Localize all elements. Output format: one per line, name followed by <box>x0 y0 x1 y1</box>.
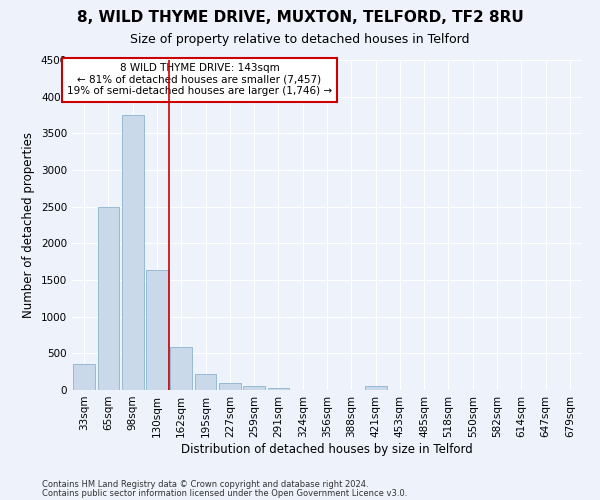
Text: Contains HM Land Registry data © Crown copyright and database right 2024.: Contains HM Land Registry data © Crown c… <box>42 480 368 489</box>
Bar <box>194 374 217 390</box>
Text: 8, WILD THYME DRIVE, MUXTON, TELFORD, TF2 8RU: 8, WILD THYME DRIVE, MUXTON, TELFORD, TF… <box>77 10 523 25</box>
Text: Size of property relative to detached houses in Telford: Size of property relative to detached ho… <box>130 32 470 46</box>
Bar <box>122 115 143 390</box>
Bar <box>73 364 95 390</box>
Bar <box>219 382 241 390</box>
Bar <box>365 386 386 390</box>
Bar <box>243 386 265 390</box>
Bar <box>97 206 119 390</box>
Text: Contains public sector information licensed under the Open Government Licence v3: Contains public sector information licen… <box>42 488 407 498</box>
Y-axis label: Number of detached properties: Number of detached properties <box>22 132 35 318</box>
Text: 8 WILD THYME DRIVE: 143sqm
← 81% of detached houses are smaller (7,457)
19% of s: 8 WILD THYME DRIVE: 143sqm ← 81% of deta… <box>67 64 332 96</box>
X-axis label: Distribution of detached houses by size in Telford: Distribution of detached houses by size … <box>181 442 473 456</box>
Bar <box>268 388 289 390</box>
Bar <box>146 270 168 390</box>
Bar <box>170 348 192 390</box>
